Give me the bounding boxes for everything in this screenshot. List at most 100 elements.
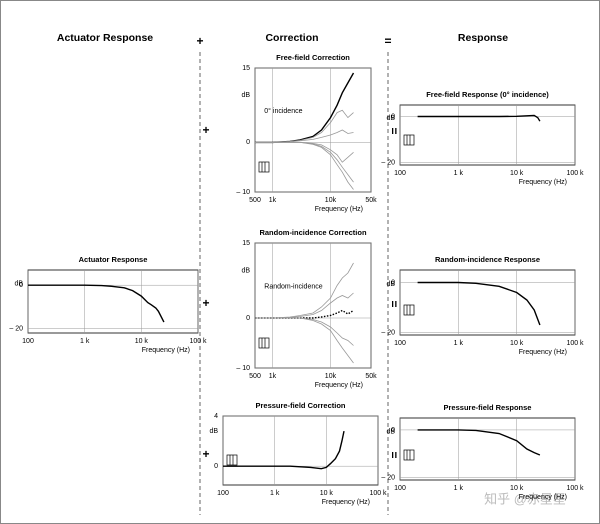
y-tick-label: 15 bbox=[242, 65, 250, 72]
x-axis-label: Frequency (Hz) bbox=[519, 494, 567, 501]
x-tick-label: 100 bbox=[394, 340, 406, 347]
series-line bbox=[223, 430, 345, 470]
x-tick-label: 1 k bbox=[454, 170, 464, 177]
x-tick-label: 10 k bbox=[510, 485, 524, 492]
x-tick-label: 10 k bbox=[510, 170, 524, 177]
plus-sign: + bbox=[202, 447, 209, 461]
y-tick-label: – 10 bbox=[236, 189, 250, 196]
y-tick-label: – 20 bbox=[9, 325, 23, 332]
y-tick-label: 0 bbox=[391, 279, 395, 286]
y-tick-label: – 10 bbox=[236, 365, 250, 372]
equals-sign: = bbox=[387, 127, 401, 134]
chart-title: Actuator Response bbox=[79, 255, 148, 264]
x-tick-label: 10 k bbox=[320, 490, 334, 497]
x-tick-label: 100 k bbox=[566, 170, 584, 177]
y-axis-label: dB bbox=[386, 428, 395, 435]
y-tick-label: 0 bbox=[246, 139, 250, 146]
plot-area bbox=[222, 415, 379, 486]
x-tick-label: 50k bbox=[365, 197, 377, 204]
y-tick-label: – 20 bbox=[381, 329, 395, 336]
mic-icon bbox=[258, 161, 270, 173]
series-line bbox=[417, 114, 541, 122]
y-axis-label: dB bbox=[14, 281, 23, 288]
mic-icon bbox=[403, 134, 415, 146]
x-tick-label: 10 k bbox=[510, 340, 524, 347]
mic-icon bbox=[226, 454, 238, 466]
series-line bbox=[417, 429, 541, 456]
plot-area bbox=[399, 269, 576, 336]
x-tick-label: 1 k bbox=[454, 340, 464, 347]
chart-title: Random-incidence Correction bbox=[259, 228, 367, 237]
y-axis-label: dB bbox=[386, 281, 395, 288]
column-header: Actuator Response bbox=[57, 32, 153, 44]
x-tick-label: 10k bbox=[325, 373, 337, 380]
plus-sign: + bbox=[202, 296, 209, 310]
y-tick-label: 0 bbox=[246, 315, 250, 322]
x-tick-label: 100 bbox=[394, 170, 406, 177]
x-tick-label: 500 bbox=[249, 373, 261, 380]
chart-title: Free-field Correction bbox=[276, 53, 350, 62]
y-tick-label: – 20 bbox=[381, 160, 395, 167]
series-line bbox=[255, 309, 354, 319]
x-tick-label: 100 bbox=[394, 485, 406, 492]
y-tick-label: 0 bbox=[391, 427, 395, 434]
x-tick-label: 100 bbox=[217, 490, 229, 497]
plus-sign: + bbox=[196, 34, 203, 48]
series-line bbox=[255, 317, 354, 364]
chart-title: Free-field Response (0° incidence) bbox=[426, 90, 549, 99]
x-tick-label: 50k bbox=[365, 373, 377, 380]
x-axis-label: Frequency (Hz) bbox=[142, 347, 190, 354]
y-tick-label: 4 bbox=[214, 413, 218, 420]
x-tick-label: 500 bbox=[249, 197, 261, 204]
x-tick-label: 100 bbox=[22, 338, 34, 345]
y-axis-label: dB bbox=[209, 428, 218, 435]
plus-sign: + bbox=[202, 123, 209, 137]
x-tick-label: 100 k bbox=[566, 340, 584, 347]
x-axis-label: Frequency (Hz) bbox=[519, 349, 567, 356]
x-tick-label: 1 k bbox=[454, 485, 464, 492]
x-axis-label: Frequency (Hz) bbox=[315, 382, 363, 389]
x-axis-label: Frequency (Hz) bbox=[322, 499, 370, 506]
plot-area bbox=[254, 67, 372, 193]
watermark: 知乎 @赤星星 bbox=[484, 491, 566, 506]
series-line bbox=[28, 284, 165, 323]
column-header: Correction bbox=[265, 32, 318, 44]
y-axis-label: dB bbox=[241, 92, 250, 99]
x-axis-label: Frequency (Hz) bbox=[315, 206, 363, 213]
plot-area bbox=[399, 104, 576, 166]
plot-area bbox=[27, 269, 199, 334]
plot-area bbox=[399, 417, 576, 481]
annotation: Random-incidence bbox=[264, 284, 322, 291]
annotation: 0° incidence bbox=[264, 107, 302, 115]
y-tick-label: 0 bbox=[214, 463, 218, 470]
x-tick-label: 1 k bbox=[80, 338, 90, 345]
chart-title: Pressure-field Response bbox=[444, 403, 532, 412]
chart-title: Pressure-field Correction bbox=[255, 401, 345, 410]
x-tick-label: 10k bbox=[325, 197, 337, 204]
series-line bbox=[255, 142, 354, 163]
chart-title: Random-incidence Response bbox=[435, 255, 540, 264]
x-tick-label: 100 k bbox=[189, 338, 207, 345]
x-tick-label: 1k bbox=[269, 197, 277, 204]
column-header: Response bbox=[458, 32, 508, 44]
equals-sign: = bbox=[384, 34, 391, 48]
x-tick-label: 100 k bbox=[566, 485, 584, 492]
series-line bbox=[417, 281, 541, 326]
y-tick-label: 15 bbox=[242, 240, 250, 247]
y-tick-label: 0 bbox=[19, 282, 23, 289]
y-tick-label: 0 bbox=[391, 113, 395, 120]
x-tick-label: 100 k bbox=[369, 490, 387, 497]
y-tick-label: – 20 bbox=[381, 474, 395, 481]
x-tick-label: 10 k bbox=[135, 338, 149, 345]
mic-icon bbox=[258, 337, 270, 349]
equals-sign: = bbox=[387, 451, 401, 458]
x-axis-label: Frequency (Hz) bbox=[519, 179, 567, 186]
mic-icon bbox=[403, 449, 415, 461]
y-axis-label: dB bbox=[241, 267, 250, 274]
y-axis-label: dB bbox=[386, 115, 395, 122]
x-tick-label: 1k bbox=[269, 373, 277, 380]
equals-sign: = bbox=[387, 300, 401, 307]
mic-icon bbox=[403, 304, 415, 316]
x-tick-label: 1 k bbox=[270, 490, 280, 497]
